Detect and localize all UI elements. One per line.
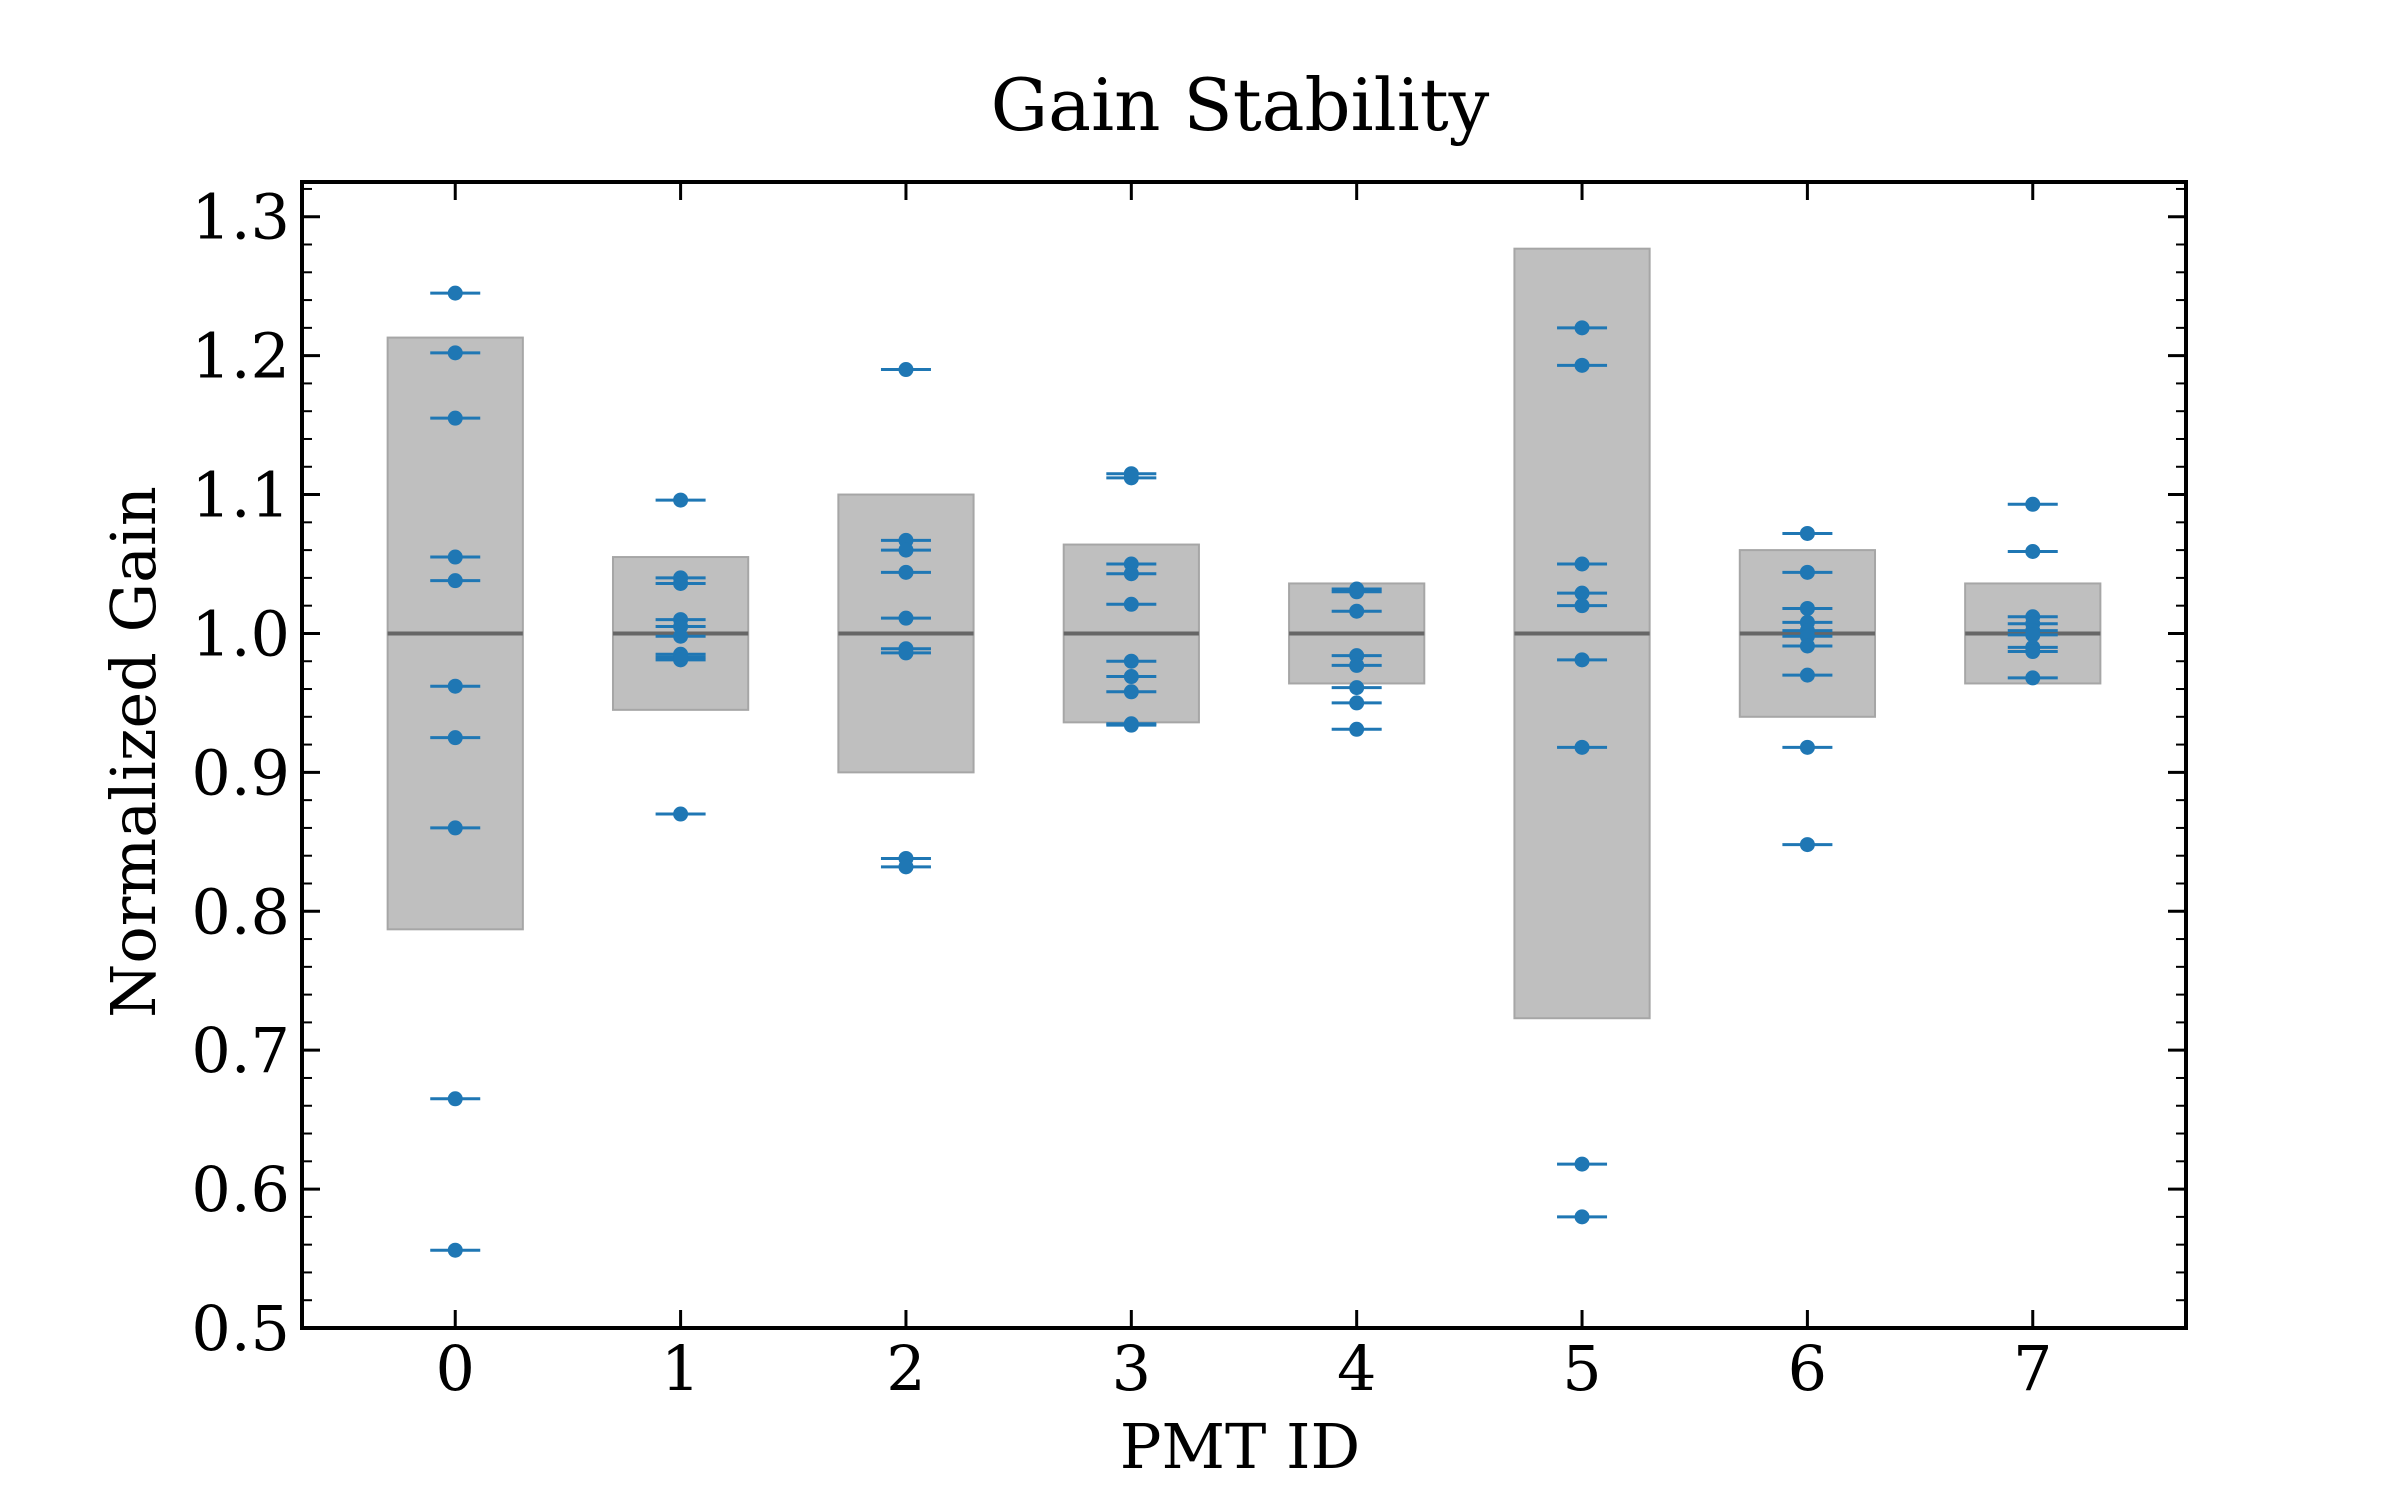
data-point-pmt-6 [1799,564,1815,580]
data-point-pmt-5 [1574,585,1590,601]
data-point-pmt-7 [2025,644,2041,660]
data-point-pmt-1 [673,806,689,822]
data-point-pmt-7 [2025,496,2041,512]
x-tick-label: 1 [661,1332,700,1405]
data-point-pmt-7 [2025,627,2041,643]
data-point-pmt-6 [1799,638,1815,654]
data-point-pmt-6 [1799,600,1815,616]
data-point-pmt-5 [1574,1209,1590,1225]
data-point-pmt-4 [1349,603,1365,619]
data-point-pmt-0 [447,1091,463,1107]
data-point-pmt-5 [1574,1156,1590,1172]
data-point-pmt-6 [1799,739,1815,755]
data-point-pmt-2 [898,645,914,661]
y-tick-label: 0.9 [191,736,290,809]
data-point-pmt-1 [673,628,689,644]
data-point-pmt-6 [1799,667,1815,683]
data-point-pmt-5 [1574,357,1590,373]
y-tick-label: 0.8 [191,875,290,948]
data-point-pmt-0 [447,410,463,426]
y-tick-label: 1.3 [191,181,290,254]
x-tick-label: 6 [1788,1332,1827,1405]
y-tick-label: 1.2 [191,320,290,393]
data-point-pmt-5 [1574,598,1590,614]
y-tick-label: 0.6 [191,1153,290,1226]
data-point-pmt-0 [447,285,463,301]
data-point-pmt-4 [1349,584,1365,600]
x-tick-label: 7 [2013,1332,2052,1405]
data-point-pmt-3 [1123,669,1139,685]
data-point-pmt-3 [1123,566,1139,582]
data-point-pmt-0 [447,820,463,836]
data-point-pmt-0 [447,573,463,589]
data-point-pmt-1 [673,652,689,668]
data-point-pmt-6 [1799,837,1815,853]
band-layer [386,247,2102,1020]
data-point-pmt-4 [1349,680,1365,696]
data-point-pmt-0 [447,345,463,361]
x-tick-label: 0 [436,1332,475,1405]
data-point-pmt-3 [1123,596,1139,612]
data-point-pmt-2 [898,610,914,626]
data-point-pmt-2 [898,564,914,580]
x-tick-label: 3 [1112,1332,1151,1405]
data-point-pmt-7 [2025,543,2041,559]
x-tick-label: 2 [886,1332,925,1405]
data-point-pmt-0 [447,678,463,694]
data-point-pmt-2 [898,859,914,875]
data-point-pmt-0 [447,1242,463,1258]
data-point-pmt-7 [2025,670,2041,686]
data-point-pmt-3 [1123,684,1139,700]
data-point-pmt-4 [1349,721,1365,737]
y-tick-label: 1.0 [191,597,290,670]
data-point-pmt-3 [1123,653,1139,669]
data-point-pmt-4 [1349,657,1365,673]
x-tick-label: 5 [1562,1332,1601,1405]
chart-title: Gain Stability [991,63,1490,147]
y-tick-label: 0.5 [191,1292,290,1365]
ticks-layer: 0 1 2 3 4 5 6 7 0.5 0.6 0.7 0.8 0.9 1.0 1.1 1.2 1.3 [191,181,2186,1405]
data-point-pmt-5 [1574,556,1590,572]
data-point-pmt-5 [1574,652,1590,668]
y-tick-label: 1.1 [191,459,290,532]
y-tick-label: 0.7 [191,1014,290,1087]
data-point-pmt-5 [1574,739,1590,755]
data-point-pmt-3 [1123,470,1139,486]
data-point-pmt-5 [1574,320,1590,336]
data-point-pmt-4 [1349,695,1365,711]
data-point-pmt-0 [447,549,463,565]
data-point-pmt-2 [898,362,914,378]
data-point-pmt-3 [1123,717,1139,733]
data-point-pmt-1 [673,492,689,508]
x-tick-label: 4 [1337,1332,1376,1405]
plot-frame [300,180,2188,1330]
points-layer [430,285,2058,1258]
y-axis-label: Normalized Gain [97,486,170,1018]
x-axis-label: PMT ID [1120,1410,1360,1483]
data-point-pmt-2 [898,542,914,558]
data-point-pmt-0 [447,730,463,746]
data-point-pmt-6 [1799,525,1815,541]
data-point-pmt-1 [673,575,689,591]
